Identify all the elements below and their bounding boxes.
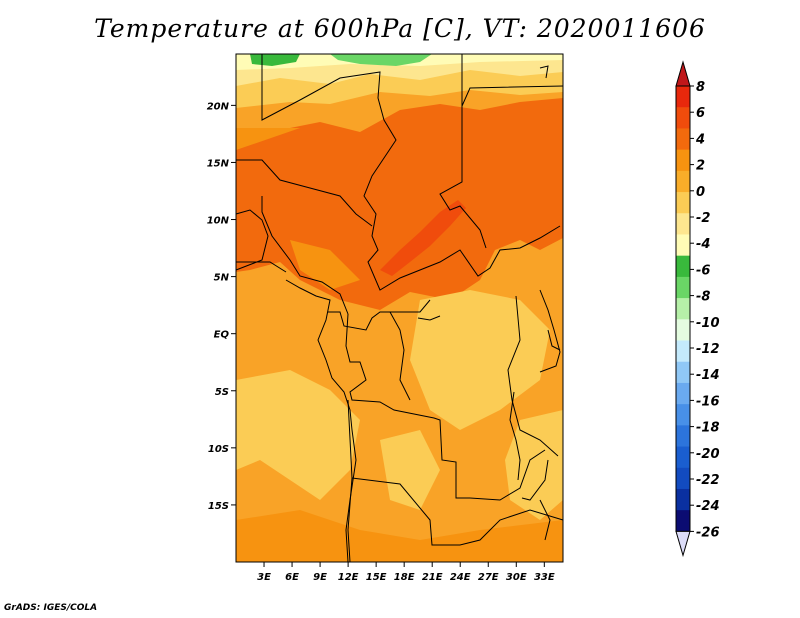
colorbar-label: 2 bbox=[696, 159, 705, 174]
map-frame bbox=[235, 53, 564, 563]
field-south-light-2 bbox=[410, 290, 550, 430]
lat-tick-label: 15S bbox=[208, 501, 229, 512]
field-south-deep bbox=[236, 510, 563, 562]
colorbar-label: -26 bbox=[696, 525, 720, 540]
colorbar-swatch bbox=[676, 382, 690, 405]
colorbar-swatch bbox=[676, 192, 690, 214]
colorbar-swatch bbox=[676, 213, 690, 235]
colorbar-label: -14 bbox=[696, 368, 720, 383]
lat-tick-label: 5S bbox=[215, 387, 229, 398]
colorbar-label: -18 bbox=[696, 421, 720, 436]
lat-tick-label: 20N bbox=[207, 101, 230, 112]
colorbar-label: -12 bbox=[696, 342, 720, 357]
lon-tick-label: 9E bbox=[313, 572, 327, 583]
lon-tick-label: 18E bbox=[394, 572, 415, 583]
colorbar: 8 6 4 2 0 -2 -4 -6 -8 -10 -12 -14 -16 -18 -20 -22 -24 -26 bbox=[675, 60, 720, 558]
colorbar-bottom-tip bbox=[675, 530, 691, 558]
lon-tick-label: 30E bbox=[506, 572, 527, 583]
lat-tick-label: 10S bbox=[208, 444, 229, 455]
lon-tick-label: 27E bbox=[478, 572, 499, 583]
field-south-light-1 bbox=[236, 370, 360, 500]
colorbar-label: -2 bbox=[696, 211, 710, 226]
lat-tick-label: 10N bbox=[207, 216, 230, 227]
colorbar-top-tip bbox=[675, 60, 691, 87]
field-cold-patch-2 bbox=[330, 54, 432, 66]
colorbar-label: -20 bbox=[696, 447, 720, 462]
colorbar-label: -8 bbox=[696, 290, 710, 305]
colorbar-swatch bbox=[676, 234, 690, 257]
colorbar-swatch bbox=[676, 319, 690, 342]
colorbar-label: 8 bbox=[696, 80, 705, 95]
lon-tick-label: 6E bbox=[285, 572, 299, 583]
lon-tick-label: 24E bbox=[450, 572, 471, 583]
field-warm-6 bbox=[380, 200, 466, 276]
colorbar-swatch bbox=[676, 276, 690, 299]
field-south-light-4 bbox=[380, 430, 440, 510]
colorbar-label: -10 bbox=[696, 316, 720, 331]
country-borders bbox=[236, 54, 564, 563]
lon-tick-label: 21E bbox=[422, 572, 443, 583]
lon-tick-label: 12E bbox=[338, 572, 359, 583]
colorbar-swatch bbox=[676, 107, 690, 129]
colorbar-swatch bbox=[676, 149, 690, 172]
colorbar-swatch bbox=[676, 340, 690, 363]
map-title: Temperature at 600hPa [C], VT: 202001160… bbox=[94, 14, 706, 43]
field-south-light-3 bbox=[505, 410, 563, 520]
colorbar-swatch bbox=[676, 467, 690, 490]
temperature-field bbox=[236, 54, 563, 562]
lon-tick-label: 15E bbox=[366, 572, 387, 583]
colorbar-swatch bbox=[676, 361, 690, 384]
colorbar-swatch bbox=[676, 298, 690, 320]
colorbar-swatch bbox=[676, 510, 690, 532]
colorbar-swatch bbox=[676, 128, 690, 151]
colorbar-label: -4 bbox=[696, 237, 710, 252]
colorbar-label: 6 bbox=[696, 106, 705, 121]
colorbar-label: 4 bbox=[695, 132, 705, 147]
credit-label: GrADS: IGES/COLA bbox=[4, 603, 98, 613]
colorbar-swatch bbox=[676, 170, 690, 193]
lon-tick-label: 3E bbox=[257, 572, 271, 583]
coastlines bbox=[235, 65, 561, 563]
colorbar-swatch bbox=[676, 446, 690, 469]
lat-tick-label: EQ bbox=[214, 330, 230, 341]
colorbar-label: -6 bbox=[696, 263, 710, 278]
colorbar-swatch bbox=[676, 86, 690, 108]
lon-tick-label: 33E bbox=[534, 572, 555, 583]
longitude-axis: 3E 6E 9E 12E 15E 18E 21E 24E 27E 30E 33E bbox=[257, 562, 555, 583]
colorbar-swatch bbox=[676, 404, 690, 426]
colorbar-label: -24 bbox=[696, 499, 720, 514]
lat-tick-label: 15N bbox=[207, 158, 230, 169]
colorbar-label: -16 bbox=[696, 394, 720, 409]
colorbar-swatch bbox=[676, 425, 690, 448]
colorbar-swatch bbox=[676, 255, 690, 278]
colorbar-label: 0 bbox=[696, 185, 705, 200]
colorbar-label: -22 bbox=[696, 473, 720, 488]
field-band-mid bbox=[236, 128, 360, 290]
colorbar-swatch bbox=[676, 488, 690, 511]
latitude-axis: 20N 15N 10N 5N EQ 5S 10S 15S bbox=[207, 101, 236, 512]
lat-tick-label: 5N bbox=[214, 273, 230, 284]
